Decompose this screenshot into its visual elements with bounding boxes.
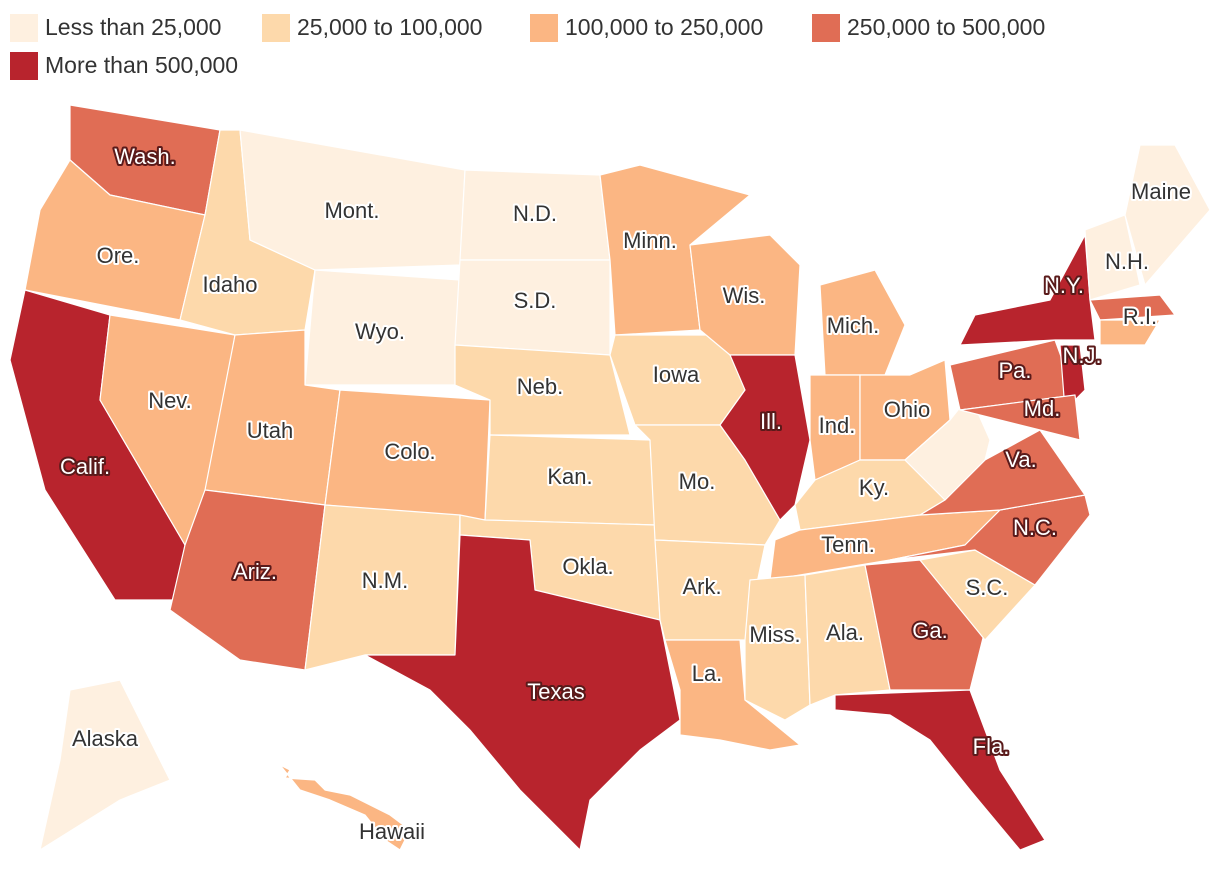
state-label: Calif. — [60, 454, 110, 479]
state-shape — [959, 234, 1096, 346]
legend-swatch — [262, 14, 290, 42]
state-shape — [804, 564, 891, 706]
state-label: Iowa — [653, 362, 700, 387]
state-shape — [834, 689, 1046, 851]
state-shape — [1059, 344, 1086, 411]
state-label: Wis. — [723, 283, 766, 308]
state-label: Ore. — [97, 243, 140, 268]
legend-label: 100,000 to 250,000 — [565, 14, 763, 40]
state-label: Mo. — [679, 469, 716, 494]
legend-label: More than 500,000 — [45, 52, 238, 78]
state-label: Mich. — [827, 313, 880, 338]
state-shape — [1099, 319, 1161, 346]
state-shape — [1089, 294, 1176, 321]
state-shape — [819, 269, 906, 376]
state-label: Minn. — [623, 228, 677, 253]
state-label: Utah — [247, 418, 293, 443]
state-label: Alaska — [72, 726, 139, 751]
state-label: S.D. — [514, 288, 557, 313]
state-label: Md. — [1024, 396, 1061, 421]
state-label: N.J. — [1062, 343, 1101, 368]
state-label: Colo. — [384, 439, 435, 464]
state-label: Texas — [527, 679, 584, 704]
state-shape — [889, 494, 1091, 586]
state-label: Ohio — [884, 397, 930, 422]
state-label: Ariz. — [233, 559, 277, 584]
legend-swatch — [812, 14, 840, 42]
state-label: La. — [692, 661, 723, 686]
state-label: Hawaii — [359, 819, 425, 844]
state-label: Pa. — [998, 358, 1031, 383]
legend-swatch — [10, 14, 38, 42]
state-label: Ill. — [760, 409, 782, 434]
state-shape — [1084, 214, 1141, 301]
state-label: N.C. — [1013, 515, 1057, 540]
state-label: S.C. — [966, 575, 1009, 600]
state-label: N.D. — [513, 201, 557, 226]
state-label: Nev. — [148, 388, 192, 413]
state-label: Maine — [1131, 179, 1191, 204]
state-label: Ark. — [682, 574, 721, 599]
state-label: Ala. — [826, 620, 864, 645]
state-label: Mont. — [324, 198, 379, 223]
state-label: Wash. — [114, 144, 176, 169]
state-label: Fla. — [973, 734, 1010, 759]
state-shape — [239, 129, 466, 271]
state-shape — [719, 354, 811, 521]
state-label: Miss. — [749, 622, 800, 647]
state-shape — [744, 574, 811, 721]
state-shape — [864, 559, 986, 691]
legend-swatch — [530, 14, 558, 42]
state-shape — [904, 394, 991, 501]
state-shape — [664, 639, 801, 751]
state-label: Ind. — [819, 413, 856, 438]
state-label: Ky. — [859, 475, 889, 500]
state-shape — [364, 534, 681, 851]
state-label: N.Y. — [1044, 273, 1084, 298]
state-shape — [279, 764, 411, 851]
state-label: Neb. — [517, 374, 563, 399]
legend-label: 25,000 to 100,000 — [297, 14, 482, 40]
state-label: Wyo. — [355, 319, 405, 344]
state-label: N.M. — [362, 568, 408, 593]
state-shape — [39, 679, 171, 851]
state-label: N.H. — [1105, 249, 1149, 274]
state-shape — [959, 394, 1081, 441]
legend-label: 250,000 to 500,000 — [847, 14, 1045, 40]
state-label: Tenn. — [821, 532, 875, 557]
state-shape — [1124, 144, 1211, 286]
legend-label: Less than 25,000 — [45, 14, 221, 40]
state-label: Va. — [1005, 447, 1036, 472]
state-label: Idaho — [202, 272, 257, 297]
state-label: R.I. — [1123, 304, 1157, 329]
state-label: Kan. — [547, 464, 592, 489]
legend-swatch — [10, 52, 38, 80]
state-label: Okla. — [562, 554, 613, 579]
state-label: Ga. — [912, 618, 947, 643]
